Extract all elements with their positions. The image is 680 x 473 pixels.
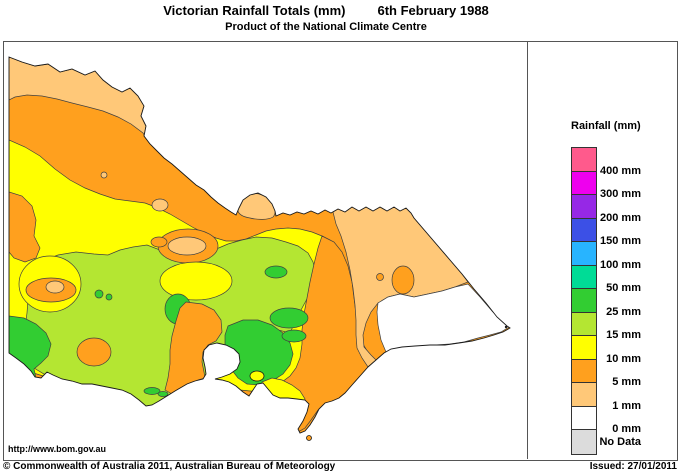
region-dot-25-50mm xyxy=(94,289,104,299)
legend-swatch-300-mm xyxy=(572,171,596,195)
legend-swatch-5-mm xyxy=(572,359,596,383)
page-subtitle: Product of the National Climate Centre xyxy=(225,21,427,33)
legend-swatch-150-mm xyxy=(572,218,596,242)
region-south-blob-5-10mm xyxy=(76,337,112,367)
legend-swatch-15-mm xyxy=(572,312,596,336)
legend-swatch-column xyxy=(571,147,597,455)
bom-url-text: http://www.bom.gov.au xyxy=(8,444,106,454)
rainfall-regions xyxy=(9,57,510,433)
region-ne-innerdot-5-10mm xyxy=(376,273,384,281)
region-oval-1-5mm xyxy=(151,198,169,212)
legend-title: Rainfall (mm) xyxy=(571,120,641,132)
region-ne-blob2-25-50mm xyxy=(269,307,309,329)
page-title-text: Victorian Rainfall Totals (mm) xyxy=(163,3,346,18)
page-title-date: 6th February 1988 xyxy=(377,3,489,18)
legend-swatch-50-mm xyxy=(572,265,596,289)
legend-panel-divider xyxy=(527,41,528,459)
page-title: Victorian Rainfall Totals (mm) 6th Februa… xyxy=(0,3,652,18)
legend-swatch-1-mm xyxy=(572,383,596,407)
legend-swatch-200-mm xyxy=(572,195,596,219)
legend-swatch-100-mm xyxy=(572,242,596,266)
legend-swatch-0-mm xyxy=(572,406,596,430)
region-dot-1-5mm xyxy=(100,171,108,179)
legend-swatch-400-mm xyxy=(572,148,596,172)
region-otway-dot-25-50mm xyxy=(143,387,161,395)
region-spot-5-10mm xyxy=(150,236,168,248)
legend-swatch-25-mm xyxy=(572,289,596,313)
region-sw-pocket-1-5mm xyxy=(45,280,65,294)
french-island xyxy=(249,370,265,382)
region-tongue-core-1-5mm xyxy=(167,236,207,256)
issued-date-text: Issued: 27/01/2011 xyxy=(589,461,677,472)
region-ne-inner-5-10mm xyxy=(391,265,415,295)
prom-island xyxy=(306,435,312,441)
region-mid-pocket-10-15mm xyxy=(159,261,233,301)
region-ne-blob1-25-50mm xyxy=(264,265,288,279)
region-echuca-1-5mm xyxy=(237,193,276,220)
region-otway-dot2-25-50mm xyxy=(157,391,169,397)
copyright-text: © Commonwealth of Australia 2011, Austra… xyxy=(3,461,336,472)
region-westborder-5-10mm xyxy=(9,191,41,263)
region-egipps-25-50mm xyxy=(281,329,307,343)
victoria-rainfall-map xyxy=(8,56,511,441)
legend-swatch-10-mm xyxy=(572,336,596,360)
legend-swatch-no-data xyxy=(572,430,596,454)
gabo-island-dot xyxy=(504,325,508,329)
region-dot2-25-50mm xyxy=(105,293,113,301)
